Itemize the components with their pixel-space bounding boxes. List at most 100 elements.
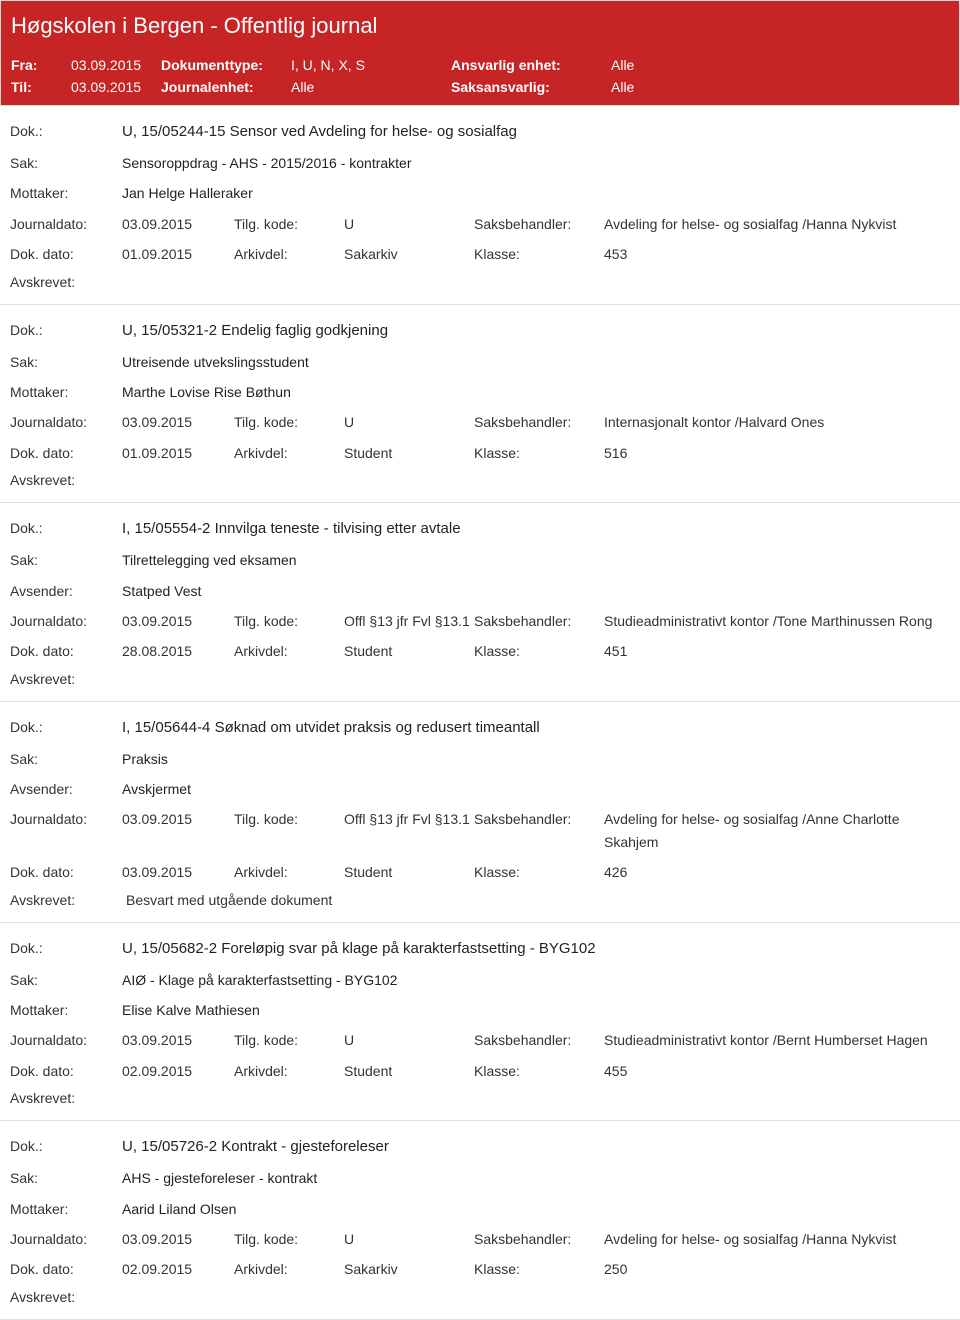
dok-label: Dok.: bbox=[10, 716, 122, 740]
dok-value: I, 15/05554-2 Innvilga teneste - tilvisi… bbox=[122, 517, 950, 541]
saksbehandler-label: Saksbehandler: bbox=[474, 808, 604, 830]
tilgkode-label: Tilg. kode: bbox=[234, 1228, 344, 1250]
tilgkode-label: Tilg. kode: bbox=[234, 213, 344, 235]
journaldato-label: Journaldato: bbox=[10, 1228, 122, 1250]
party-value: Aarid Liland Olsen bbox=[122, 1198, 950, 1220]
sak-value: Sensoroppdrag - AHS - 2015/2016 - kontra… bbox=[122, 152, 950, 174]
dokdato-label: Dok. dato: bbox=[10, 442, 122, 464]
saksansvarlig-label: Saksansvarlig: bbox=[451, 79, 611, 95]
dokdato-label: Dok. dato: bbox=[10, 640, 122, 662]
tilgkode-value: Offl §13 jfr Fvl §13.1 bbox=[344, 808, 474, 830]
saksbehandler-value: Avdeling for helse- og sosialfag /Anne C… bbox=[604, 808, 950, 853]
tilgkode-label: Tilg. kode: bbox=[234, 1029, 344, 1051]
avskrevet-label: Avskrevet: bbox=[10, 1289, 122, 1305]
klasse-value: 451 bbox=[604, 640, 950, 662]
dokdato-label: Dok. dato: bbox=[10, 243, 122, 265]
tilgkode-value: Offl §13 jfr Fvl §13.1 bbox=[344, 610, 474, 632]
sak-label: Sak: bbox=[10, 748, 122, 770]
klasse-label: Klasse: bbox=[474, 1060, 604, 1082]
dokdato-value: 01.09.2015 bbox=[122, 243, 234, 265]
dok-label: Dok.: bbox=[10, 120, 122, 144]
party-value: Elise Kalve Mathiesen bbox=[122, 999, 950, 1021]
dok-value: U, 15/05244-15 Sensor ved Avdeling for h… bbox=[122, 120, 950, 144]
til-value: 03.09.2015 bbox=[71, 79, 161, 95]
tilgkode-value: U bbox=[344, 1228, 474, 1250]
sak-label: Sak: bbox=[10, 1167, 122, 1189]
journal-entry: Dok.: U, 15/05321-2 Endelig faglig godkj… bbox=[0, 305, 960, 504]
dokdato-value: 02.09.2015 bbox=[122, 1060, 234, 1082]
saksansvarlig-value: Alle bbox=[611, 79, 949, 95]
sak-label: Sak: bbox=[10, 351, 122, 373]
party-value: Avskjermet bbox=[122, 778, 950, 800]
arkivdel-label: Arkivdel: bbox=[234, 243, 344, 265]
journaldato-label: Journaldato: bbox=[10, 411, 122, 433]
saksbehandler-value: Studieadministrativt kontor /Bernt Humbe… bbox=[604, 1029, 950, 1051]
arkivdel-label: Arkivdel: bbox=[234, 640, 344, 662]
party-label: Mottaker: bbox=[10, 1198, 122, 1220]
header-meta: Fra: 03.09.2015 Dokumenttype: I, U, N, X… bbox=[0, 51, 960, 106]
klasse-value: 455 bbox=[604, 1060, 950, 1082]
avskrevet-value: Besvart med utgående dokument bbox=[122, 892, 950, 908]
arkivdel-label: Arkivdel: bbox=[234, 1060, 344, 1082]
klasse-label: Klasse: bbox=[474, 861, 604, 883]
avskrevet-label: Avskrevet: bbox=[10, 472, 122, 488]
dok-label: Dok.: bbox=[10, 517, 122, 541]
tilgkode-label: Tilg. kode: bbox=[234, 610, 344, 632]
journal-entry: Dok.: I, 15/05644-4 Søknad om utvidet pr… bbox=[0, 702, 960, 923]
journaldato-value: 03.09.2015 bbox=[122, 1029, 234, 1051]
dok-label: Dok.: bbox=[10, 319, 122, 343]
sak-value: AIØ - Klage på karakterfastsetting - BYG… bbox=[122, 969, 950, 991]
arkivdel-label: Arkivdel: bbox=[234, 861, 344, 883]
avskrevet-value bbox=[122, 671, 950, 687]
arkivdel-value: Sakarkiv bbox=[344, 243, 474, 265]
fra-label: Fra: bbox=[11, 57, 71, 73]
klasse-label: Klasse: bbox=[474, 640, 604, 662]
party-value: Marthe Lovise Rise Bøthun bbox=[122, 381, 950, 403]
journaldato-value: 03.09.2015 bbox=[122, 808, 234, 830]
arkivdel-value: Student bbox=[344, 640, 474, 662]
tilgkode-value: U bbox=[344, 213, 474, 235]
saksbehandler-value: Avdeling for helse- og sosialfag /Hanna … bbox=[604, 213, 950, 235]
dok-value: U, 15/05682-2 Foreløpig svar på klage på… bbox=[122, 937, 950, 961]
journal-entry: Dok.: U, 15/05682-2 Foreløpig svar på kl… bbox=[0, 923, 960, 1122]
sak-value: Utreisende utvekslingsstudent bbox=[122, 351, 950, 373]
saksbehandler-value: Avdeling for helse- og sosialfag /Hanna … bbox=[604, 1228, 950, 1250]
dok-value: I, 15/05644-4 Søknad om utvidet praksis … bbox=[122, 716, 950, 740]
dok-label: Dok.: bbox=[10, 937, 122, 961]
journalenhet-value: Alle bbox=[291, 79, 451, 95]
party-value: Statped Vest bbox=[122, 580, 950, 602]
journaldato-value: 03.09.2015 bbox=[122, 610, 234, 632]
avskrevet-value bbox=[122, 472, 950, 488]
avskrevet-label: Avskrevet: bbox=[10, 671, 122, 687]
dok-label: Dok.: bbox=[10, 1135, 122, 1159]
klasse-value: 426 bbox=[604, 861, 950, 883]
arkivdel-value: Student bbox=[344, 442, 474, 464]
arkivdel-value: Student bbox=[344, 861, 474, 883]
entries-container: Dok.: U, 15/05244-15 Sensor ved Avdeling… bbox=[0, 106, 960, 1320]
avskrevet-label: Avskrevet: bbox=[10, 1090, 122, 1106]
journaldato-value: 03.09.2015 bbox=[122, 1228, 234, 1250]
klasse-value: 453 bbox=[604, 243, 950, 265]
sak-value: Tilrettelegging ved eksamen bbox=[122, 549, 950, 571]
saksbehandler-label: Saksbehandler: bbox=[474, 1228, 604, 1250]
ansvarlig-label: Ansvarlig enhet: bbox=[451, 57, 611, 73]
fra-value: 03.09.2015 bbox=[71, 57, 161, 73]
ansvarlig-value: Alle bbox=[611, 57, 949, 73]
saksbehandler-value: Internasjonalt kontor /Halvard Ones bbox=[604, 411, 950, 433]
journal-entry: Dok.: U, 15/05244-15 Sensor ved Avdeling… bbox=[0, 106, 960, 305]
arkivdel-label: Arkivdel: bbox=[234, 442, 344, 464]
party-label: Mottaker: bbox=[10, 182, 122, 204]
journaldato-label: Journaldato: bbox=[10, 808, 122, 830]
party-label: Mottaker: bbox=[10, 381, 122, 403]
saksbehandler-value: Studieadministrativt kontor /Tone Marthi… bbox=[604, 610, 950, 632]
sak-value: AHS - gjesteforeleser - kontrakt bbox=[122, 1167, 950, 1189]
sak-label: Sak: bbox=[10, 152, 122, 174]
doktype-value: I, U, N, X, S bbox=[291, 57, 451, 73]
journalenhet-label: Journalenhet: bbox=[161, 79, 291, 95]
journaldato-value: 03.09.2015 bbox=[122, 213, 234, 235]
header-bar: Høgskolen i Bergen - Offentlig journal bbox=[0, 0, 960, 51]
journaldato-label: Journaldato: bbox=[10, 1029, 122, 1051]
journal-entry: Dok.: I, 15/05554-2 Innvilga teneste - t… bbox=[0, 503, 960, 702]
tilgkode-label: Tilg. kode: bbox=[234, 808, 344, 830]
journal-entry: Dok.: U, 15/05726-2 Kontrakt - gjestefor… bbox=[0, 1121, 960, 1320]
